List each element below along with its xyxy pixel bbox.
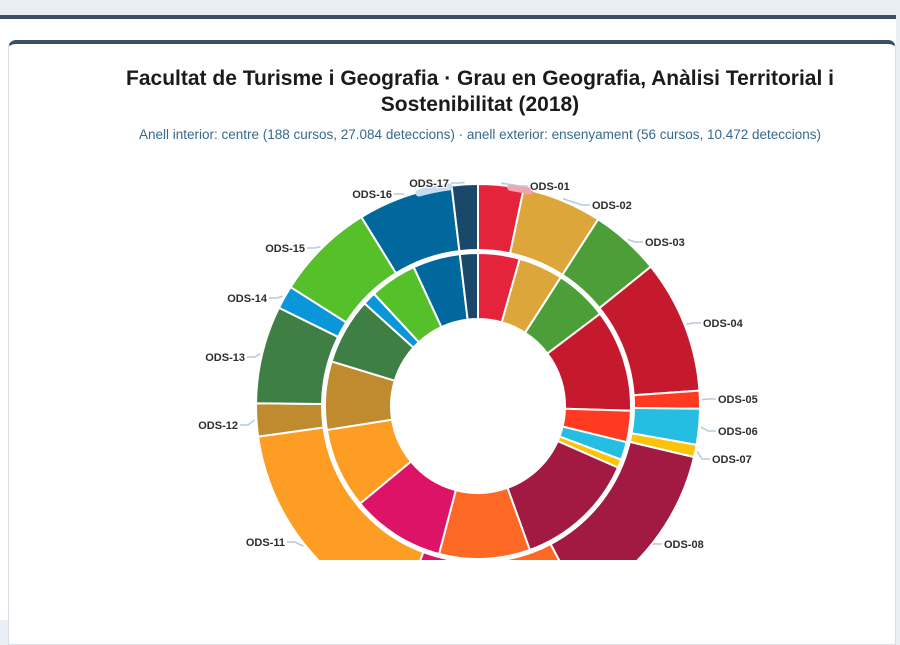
label-connector (307, 247, 321, 248)
label-connector (269, 296, 283, 298)
label-connector (687, 323, 702, 324)
label-connector (394, 194, 404, 195)
label-connector (654, 543, 662, 544)
ods-label-ods-06: ODS-06 (718, 426, 758, 438)
label-connector (247, 354, 260, 357)
ods-label-ods-08: ODS-08 (664, 539, 704, 551)
ods-label-ods-15: ODS-15 (265, 243, 305, 255)
ods-label-ods-05: ODS-05 (718, 394, 758, 406)
label-connector (702, 399, 716, 400)
label-line-tab-ods-01 (511, 187, 530, 191)
label-connector (697, 451, 710, 459)
ods-label-ods-16: ODS-16 (352, 189, 392, 201)
label-connector (451, 182, 465, 183)
label-connector (287, 542, 303, 546)
ods-label-ods-17: ODS-17 (409, 178, 449, 190)
label-connector (701, 427, 716, 431)
ods-label-ods-03: ODS-03 (645, 237, 685, 249)
ods-label-ods-12: ODS-12 (198, 420, 238, 432)
ods-label-ods-01: ODS-01 (530, 181, 570, 193)
ods-label-ods-11: ODS-11 (246, 537, 285, 549)
sunburst-chart: ODS-01 ODS-02 ODS-03 ODS-04 ODS-05 ODS-06 ODS-… (0, 0, 900, 560)
ods-label-ods-14: ODS-14 (227, 293, 268, 305)
ods-label-ods-13: ODS-13 (205, 352, 245, 364)
label-connector (240, 420, 254, 425)
ods-label-ods-02: ODS-02 (592, 200, 632, 212)
ods-label-ods-07: ODS-07 (712, 454, 752, 466)
sunburst-svg: ODS-01 ODS-02 ODS-03 ODS-04 ODS-05 ODS-06 ODS-… (0, 0, 900, 560)
label-connector (628, 239, 643, 242)
ods-label-ods-04: ODS-04 (703, 318, 744, 330)
